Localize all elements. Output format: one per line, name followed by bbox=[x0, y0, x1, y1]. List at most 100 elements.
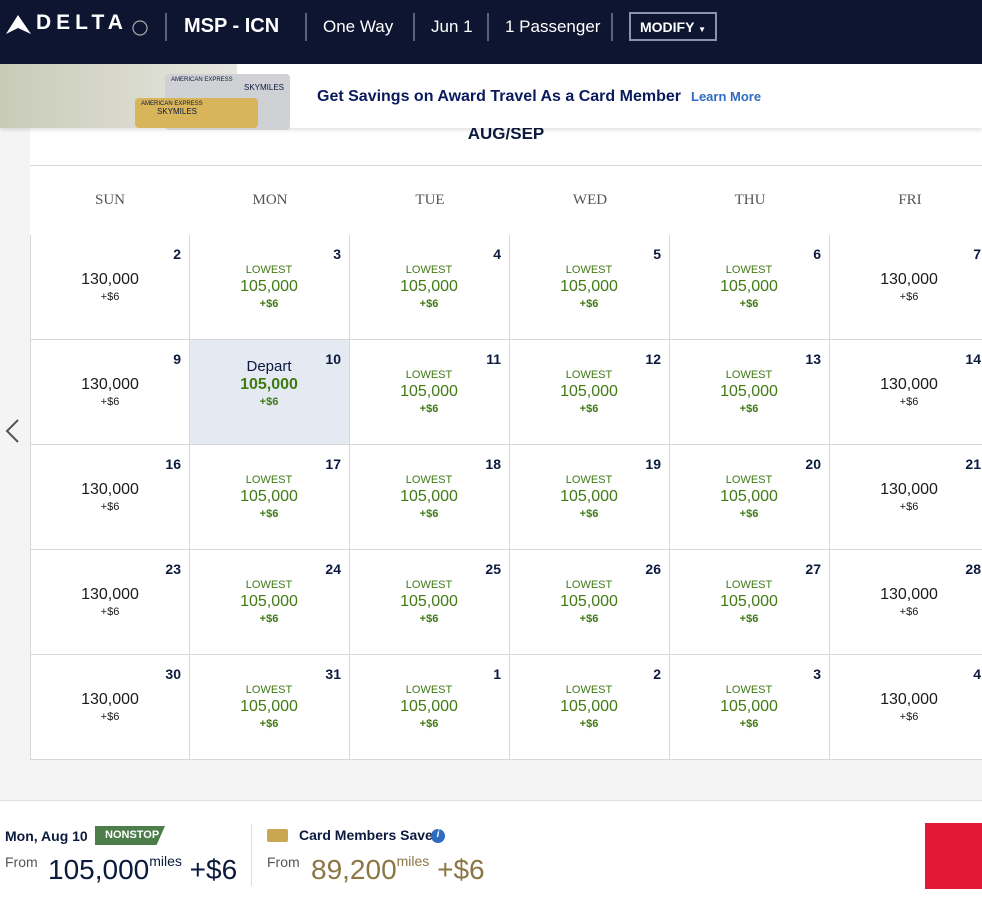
day-cell[interactable]: 9 130,000 +$6 bbox=[30, 340, 190, 445]
fee: +$6 bbox=[419, 298, 439, 310]
fee: +$6 bbox=[739, 403, 759, 415]
card-brand: SKYMILES bbox=[243, 83, 284, 92]
day-number: 23 bbox=[165, 561, 181, 577]
day-cell[interactable]: 14 130,000 +$6 bbox=[830, 340, 982, 445]
miles: 105,000 bbox=[720, 593, 778, 610]
day-cell[interactable]: 28 130,000 +$6 bbox=[830, 550, 982, 655]
day-cell[interactable]: 12 LOWEST 105,000 +$6 bbox=[510, 340, 670, 445]
day-cell[interactable]: 4 130,000 +$6 bbox=[830, 655, 982, 760]
miles: 105,000 bbox=[400, 278, 458, 295]
divider bbox=[251, 824, 252, 886]
info-icon[interactable]: i bbox=[431, 829, 445, 843]
day-cell[interactable]: 3 LOWEST 105,000 +$6 bbox=[670, 655, 830, 760]
day-number: 13 bbox=[805, 351, 821, 367]
card-brand: SKYMILES bbox=[157, 107, 198, 116]
modify-button[interactable]: MODIFY ▼ bbox=[629, 12, 717, 41]
day-cell[interactable]: 30 130,000 +$6 bbox=[30, 655, 190, 760]
day-cell[interactable]: 20 LOWEST 105,000 +$6 bbox=[670, 445, 830, 550]
fee: +$6 bbox=[100, 291, 120, 303]
continue-button[interactable] bbox=[925, 823, 982, 889]
miles: 105,000 bbox=[720, 698, 778, 715]
day-number: 12 bbox=[645, 351, 661, 367]
logo-text: DELTA bbox=[36, 11, 128, 34]
day-number: 27 bbox=[805, 561, 821, 577]
month-heading: AUG/SEP bbox=[467, 124, 545, 143]
lowest-label: LOWEST bbox=[725, 684, 773, 696]
logo-globe bbox=[132, 20, 148, 36]
card-icon bbox=[267, 829, 288, 842]
fee: +$6 bbox=[899, 711, 919, 723]
miles: 130,000 bbox=[880, 691, 938, 708]
day-number: 18 bbox=[485, 456, 501, 472]
day-number: 20 bbox=[805, 456, 821, 472]
miles: 130,000 bbox=[81, 271, 139, 288]
day-number: 24 bbox=[325, 561, 341, 577]
miles: 105,000 bbox=[560, 278, 618, 295]
day-cell[interactable]: 1 LOWEST 105,000 +$6 bbox=[350, 655, 510, 760]
weekday-label: WED bbox=[572, 192, 608, 208]
day-cell[interactable]: 6 LOWEST 105,000 +$6 bbox=[670, 235, 830, 340]
fee: +$6 bbox=[437, 854, 485, 885]
miles: 105,000 bbox=[240, 698, 298, 715]
route: MSP - ICN bbox=[184, 15, 280, 37]
depart-label: Depart bbox=[246, 358, 292, 375]
day-cell[interactable]: 4 LOWEST 105,000 +$6 bbox=[350, 235, 510, 340]
day-cell[interactable]: 2 130,000 +$6 bbox=[30, 235, 190, 340]
fee: +$6 bbox=[259, 298, 279, 310]
day-number: 19 bbox=[645, 456, 661, 472]
card-price: 89,200miles +$6 bbox=[311, 853, 485, 886]
day-cell[interactable]: 26 LOWEST 105,000 +$6 bbox=[510, 550, 670, 655]
weekday-label: SUN bbox=[94, 192, 125, 208]
separator bbox=[305, 13, 307, 41]
day-cell[interactable]: 17 LOWEST 105,000 +$6 bbox=[190, 445, 350, 550]
day-cell[interactable]: 19 LOWEST 105,000 +$6 bbox=[510, 445, 670, 550]
miles: 105,000 bbox=[560, 488, 618, 505]
day-number: 6 bbox=[813, 246, 821, 262]
fee: +$6 bbox=[899, 291, 919, 303]
day-cell[interactable]: 25 LOWEST 105,000 +$6 bbox=[350, 550, 510, 655]
lowest-label: LOWEST bbox=[405, 369, 453, 381]
day-number: 21 bbox=[965, 456, 981, 472]
prev-arrow[interactable] bbox=[4, 418, 22, 444]
day-number: 16 bbox=[165, 456, 181, 472]
miles: 130,000 bbox=[880, 481, 938, 498]
day-cell[interactable]: 2 LOWEST 105,000 +$6 bbox=[510, 655, 670, 760]
miles: 105,000 bbox=[400, 698, 458, 715]
calendar: AUG/SEP SUN MON TUE WED THU FRI 2 130,000 +$6 3 LO… bbox=[30, 124, 982, 760]
lowest-label: LOWEST bbox=[565, 579, 613, 591]
day-cell[interactable]: 16 130,000 +$6 bbox=[30, 445, 190, 550]
fee: +$6 bbox=[899, 501, 919, 513]
lowest-label: LOWEST bbox=[405, 264, 453, 276]
day-number: 4 bbox=[493, 246, 501, 262]
card-issuer: AMERICAN EXPRESS bbox=[171, 77, 233, 83]
day-number: 26 bbox=[645, 561, 661, 577]
day-cell[interactable]: 31 LOWEST 105,000 +$6 bbox=[190, 655, 350, 760]
day-cell[interactable]: 27 LOWEST 105,000 +$6 bbox=[670, 550, 830, 655]
day-cell[interactable]: 10 Depart 105,000 +$6 bbox=[190, 340, 350, 445]
lowest-label: LOWEST bbox=[245, 684, 293, 696]
day-cell[interactable]: 18 LOWEST 105,000 +$6 bbox=[350, 445, 510, 550]
miles: 105,000 bbox=[720, 278, 778, 295]
day-cell[interactable]: 23 130,000 +$6 bbox=[30, 550, 190, 655]
day-cell[interactable]: 5 LOWEST 105,000 +$6 bbox=[510, 235, 670, 340]
separator bbox=[611, 13, 613, 41]
day-cell[interactable]: 7 130,000 +$6 bbox=[830, 235, 982, 340]
day-cell[interactable]: 24 LOWEST 105,000 +$6 bbox=[190, 550, 350, 655]
day-cell[interactable]: 3 LOWEST 105,000 +$6 bbox=[190, 235, 350, 340]
learn-more-link[interactable]: Learn More bbox=[691, 89, 762, 104]
fee: +$6 bbox=[579, 718, 599, 730]
fee: +$6 bbox=[100, 501, 120, 513]
weekday-label: THU bbox=[734, 192, 766, 208]
weekday-label: TUE bbox=[415, 192, 445, 208]
day-number: 11 bbox=[486, 351, 501, 367]
day-cell[interactable]: 21 130,000 +$6 bbox=[830, 445, 982, 550]
day-number: 5 bbox=[653, 246, 661, 262]
fee: +$6 bbox=[419, 508, 439, 520]
day-cell[interactable]: 13 LOWEST 105,000 +$6 bbox=[670, 340, 830, 445]
miles-unit: miles bbox=[149, 853, 182, 869]
day-cell[interactable]: 11 LOWEST 105,000 +$6 bbox=[350, 340, 510, 445]
day-number: 4 bbox=[973, 666, 981, 682]
dropdown-caret: ▼ bbox=[698, 25, 707, 34]
miles: 130,000 bbox=[880, 376, 938, 393]
